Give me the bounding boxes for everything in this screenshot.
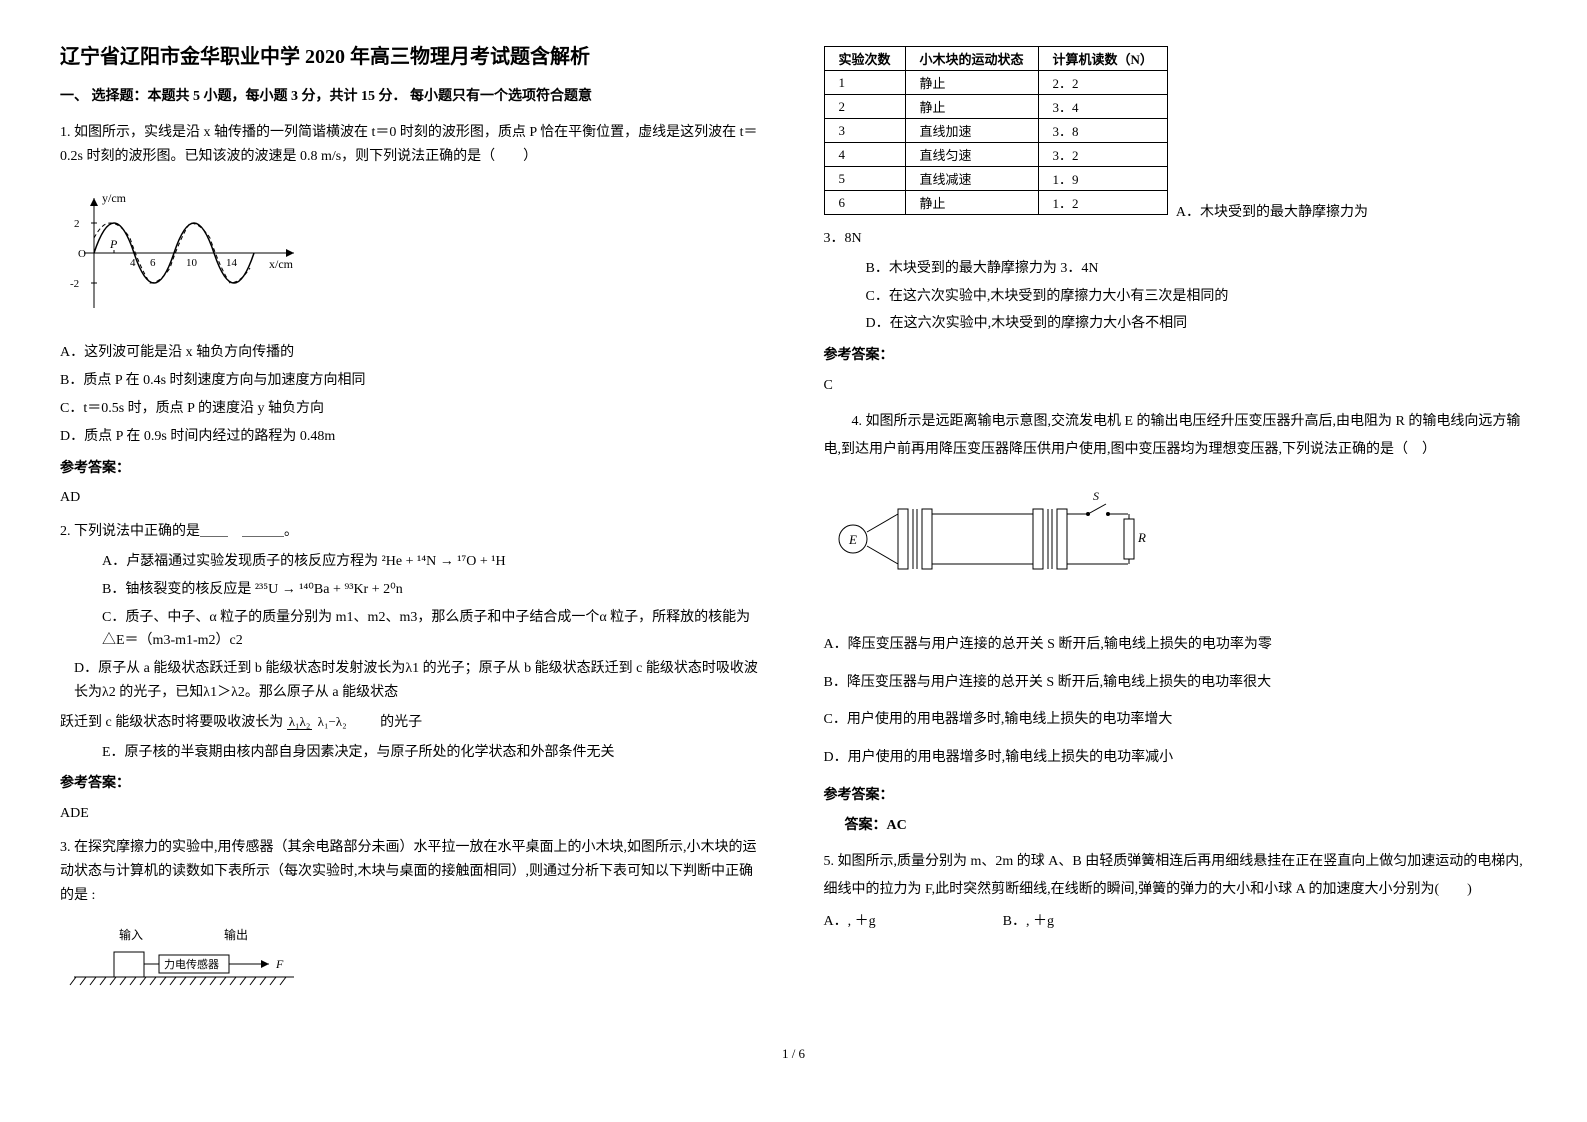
q4-circuit-figure: E S: [824, 480, 1152, 598]
q2-d-tail: 的光子: [380, 715, 422, 730]
table-header: 小木块的运动状态: [905, 47, 1038, 71]
q4-answer-label: 参考答案：: [824, 784, 1528, 808]
table-cell: 1: [824, 71, 905, 95]
table-cell: 3．2: [1038, 143, 1167, 167]
svg-text:E: E: [848, 532, 857, 547]
table-cell: 6: [824, 191, 905, 215]
q3-sensor-figure: 输入 输出 力电传感器 F: [60, 923, 328, 1001]
svg-text:10: 10: [186, 257, 198, 269]
q4-answer: 答案：AC: [845, 814, 1528, 838]
table-row: 6静止1．2: [824, 191, 1167, 215]
q1-answer-label: 参考答案：: [60, 457, 764, 481]
table-header-row: 实验次数 小木块的运动状态 计算机读数（N）: [824, 47, 1167, 71]
q4-option-d: D．用户使用的用电器增多时,输电线上损失的电功率减小: [824, 746, 1528, 770]
table-cell: 4: [824, 143, 905, 167]
svg-text:R: R: [1137, 530, 1146, 545]
q3-option-c: C．在这六次实验中,木块受到的摩擦力大小有三次是相同的: [866, 285, 1528, 309]
table-cell: 3．4: [1038, 95, 1167, 119]
q5-option-b: B．, ＋g: [1003, 914, 1054, 929]
sensor-label: 力电传感器: [164, 958, 219, 971]
output-label: 输出: [224, 927, 248, 942]
q3-answer: C: [824, 374, 1528, 398]
q3-option-d: D．在这六次实验中,木块受到的摩擦力大小各不相同: [866, 312, 1528, 336]
xlabel: x/cm: [269, 257, 294, 271]
q3-option-b: B．木块受到的最大静摩擦力为 3．4N: [866, 257, 1528, 281]
q4-stem: 4. 如图所示是远距离输电示意图,交流发电机 E 的输出电压经升压变压器升高后,…: [824, 408, 1528, 464]
left-column: 辽宁省辽阳市金华职业中学 2020 年高三物理月考试题含解析 一、 选择题：本题…: [60, 40, 764, 1016]
table-cell: 3．8: [1038, 119, 1167, 143]
q1-option-a: A．这列波可能是沿 x 轴负方向传播的: [60, 341, 764, 365]
table-cell: 3: [824, 119, 905, 143]
table-header: 实验次数: [824, 47, 905, 71]
q2-option-d-fraction-line: 跃迁到 c 能级状态时将要吸收波长为 λ₁λ₂ λ₁−λ₂ 的光子: [60, 711, 764, 735]
force-f-label: F: [275, 957, 284, 971]
q2-option-c: C．质子、中子、α 粒子的质量分别为 m1、m2、m3，那么质子和中子结合成一个…: [102, 606, 764, 654]
table-row: 2静止3．4: [824, 95, 1167, 119]
q3-option-a-inline: A．木块受到的最大静摩擦力为: [1176, 201, 1368, 221]
q3-stem: 3. 在探究摩擦力的实验中,用传感器（其余电路部分未画）水平拉一放在水平桌面上的…: [60, 836, 764, 907]
q1-stem: 1. 如图所示，实线是沿 x 轴传播的一列简谐横波在 t＝0 时刻的波形图，质点…: [60, 121, 764, 169]
q2-option-d: D．原子从 a 能级状态跃迁到 b 能级状态时发射波长为λ1 的光子；原子从 b…: [74, 657, 764, 705]
table-cell: 静止: [905, 71, 1038, 95]
q1-answer: AD: [60, 486, 764, 510]
input-label: 输入: [119, 927, 143, 942]
q1-option-c: C．t＝0.5s 时，质点 P 的速度沿 y 轴负方向: [60, 397, 764, 421]
q3-a-value: 3．8N: [824, 227, 1528, 251]
q2-answer: ADE: [60, 802, 764, 826]
q5-stem: 5. 如图所示,质量分别为 m、2m 的球 A、B 由轻质弹簧相连后再用细线悬挂…: [824, 848, 1528, 904]
section-1-heading: 一、 选择题：本题共 5 小题，每小题 3 分，共计 15 分． 每小题只有一个…: [60, 85, 764, 109]
ylabel: y/cm: [102, 191, 127, 205]
right-column: 实验次数 小木块的运动状态 计算机读数（N） 1静止2．22静止3．43直线加速…: [824, 40, 1528, 1016]
table-cell: 1．9: [1038, 167, 1167, 191]
exam-title: 辽宁省辽阳市金华职业中学 2020 年高三物理月考试题含解析: [60, 40, 764, 69]
svg-text:-2: -2: [70, 278, 79, 290]
svg-text:2: 2: [74, 218, 80, 230]
table-cell: 2: [824, 95, 905, 119]
table-row: 5直线减速1．9: [824, 167, 1167, 191]
table-cell: 静止: [905, 191, 1038, 215]
table-cell: 直线加速: [905, 119, 1038, 143]
table-cell: 1．2: [1038, 191, 1167, 215]
table-cell: 直线匀速: [905, 143, 1038, 167]
svg-text:6: 6: [150, 257, 156, 269]
page-number: 1 / 6: [60, 1046, 1527, 1062]
q2-option-b: B．铀核裂变的核反应是 ²³⁵U → ¹⁴⁰Ba + ⁹³Kr + 2⁰n: [102, 578, 764, 602]
table-cell: 5: [824, 167, 905, 191]
q3-data-table: 实验次数 小木块的运动状态 计算机读数（N） 1静止2．22静止3．43直线加速…: [824, 46, 1168, 215]
table-row: 4直线匀速3．2: [824, 143, 1167, 167]
svg-text:14: 14: [226, 257, 238, 269]
q4-option-b: B．降压变压器与用户连接的总开关 S 断开后,输电线上损失的电功率很大: [824, 671, 1528, 695]
svg-text:S: S: [1093, 489, 1099, 503]
q5-options-ab: A．, ＋g B．, ＋g: [824, 910, 1528, 934]
q1-option-b: B．质点 P 在 0.4s 时刻速度方向与加速度方向相同: [60, 369, 764, 393]
table-cell: 2．2: [1038, 71, 1167, 95]
table-header: 计算机读数（N）: [1038, 47, 1167, 71]
fraction-icon: λ₁λ₂ λ₁−λ₂: [287, 711, 349, 733]
table-cell: 静止: [905, 95, 1038, 119]
table-row: 3直线加速3．8: [824, 119, 1167, 143]
q1-option-d: D．质点 P 在 0.9s 时间内经过的路程为 0.48m: [60, 425, 764, 449]
svg-text:4: 4: [130, 257, 136, 269]
q2-option-e: E．原子核的半衰期由核内部自身因素决定，与原子所处的化学状态和外部条件无关: [102, 741, 764, 765]
table-row: 1静止2．2: [824, 71, 1167, 95]
q2-d-cont: 跃迁到 c 能级状态时将要吸收波长为: [60, 715, 283, 730]
p-label: P: [109, 237, 118, 251]
q4-option-c: C．用户使用的用电器增多时,输电线上损失的电功率增大: [824, 708, 1528, 732]
q1-wave-figure: y/cm x/cm O 2 -2 4 6 10 14 P: [60, 184, 308, 322]
q4-option-a: A．降压变压器与用户连接的总开关 S 断开后,输电线上损失的电功率为零: [824, 633, 1528, 657]
q2-stem: 2. 下列说法中正确的是＿＿ ＿＿＿。: [60, 520, 764, 544]
q5-option-a: A．, ＋g: [824, 914, 876, 929]
q3-answer-label: 参考答案：: [824, 344, 1528, 368]
q2-option-a: A．卢瑟福通过实验发现质子的核反应方程为 ²He + ¹⁴N → ¹⁷O + ¹…: [102, 550, 764, 574]
q2-answer-label: 参考答案：: [60, 772, 764, 796]
svg-text:O: O: [78, 248, 86, 260]
table-cell: 直线减速: [905, 167, 1038, 191]
